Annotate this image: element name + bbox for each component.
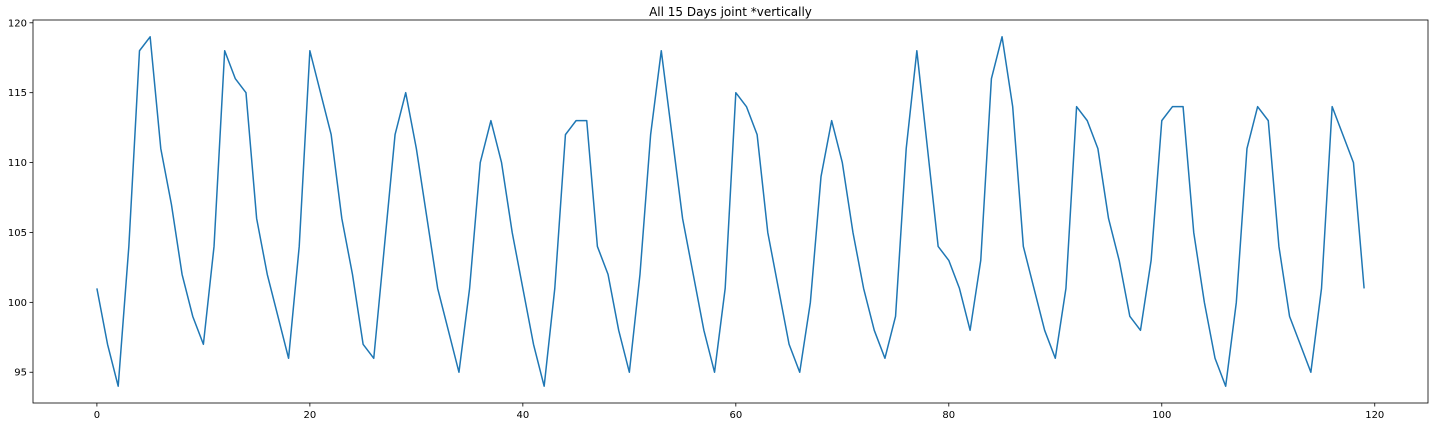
x-tick-label: 120: [1365, 410, 1384, 421]
series-line: [96, 36, 1365, 387]
y-tick-label: 100: [8, 298, 27, 309]
plot-frame: [32, 19, 1429, 404]
x-tick-label: 40: [516, 410, 529, 421]
x-tick-label: 20: [304, 410, 317, 421]
x-tick-label: 80: [942, 410, 955, 421]
ticks-layer: 0 20 40 60 80 100 120 95 100 105 110 115 120: [8, 18, 1384, 421]
y-tick-label: 115: [8, 88, 27, 99]
y-tick-label: 120: [8, 18, 27, 29]
x-tick-label: 0: [94, 410, 100, 421]
x-tick-label: 100: [1152, 410, 1171, 421]
y-tick-label: 110: [8, 158, 27, 169]
x-tick-label: 60: [729, 410, 742, 421]
y-tick-label: 105: [8, 228, 27, 239]
y-tick-label: 95: [14, 368, 27, 379]
chart-title: All 15 Days joint *vertically: [649, 5, 812, 19]
